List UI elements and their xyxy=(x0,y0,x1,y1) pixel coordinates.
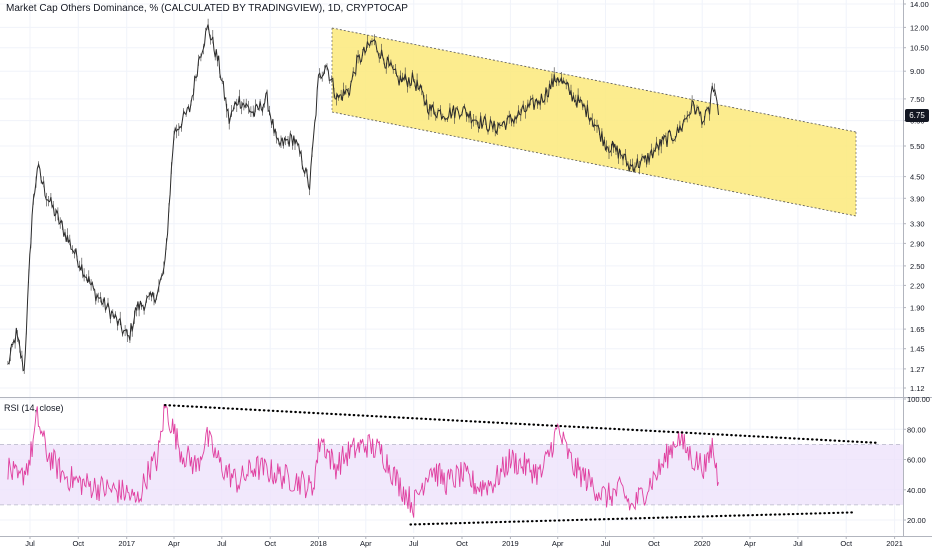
price-tick-label-7: 2.90 xyxy=(910,239,925,248)
time-tick-label-10: 2019 xyxy=(502,539,519,548)
time-tick-label-3: Apr xyxy=(168,539,180,548)
channel-lower-edge xyxy=(331,111,857,217)
rsi-line xyxy=(7,404,719,518)
price-tick-label-13: 7.50 xyxy=(910,95,925,104)
axes xyxy=(0,0,932,537)
time-tick-label-14: 2020 xyxy=(694,539,711,548)
price-tick-label-8: 3.30 xyxy=(910,220,925,229)
rsi-axis-ticks: 20.00 40.00 60.00 80.00 100.00 xyxy=(903,395,930,525)
price-tick-label-9: 3.90 xyxy=(910,194,925,203)
time-tick-label-9: Oct xyxy=(456,539,469,548)
price-tick-label-14: 9.00 xyxy=(910,67,925,76)
time-tick-label-5: Oct xyxy=(264,539,277,548)
time-tick-label-6: 2018 xyxy=(310,539,327,548)
time-tick-label-18: 2021 xyxy=(886,539,903,548)
time-tick-label-12: Jul xyxy=(601,539,611,548)
price-tick-label-1: 1.27 xyxy=(910,365,925,374)
chart-title: Market Cap Others Dominance, % (CALCULAT… xyxy=(6,3,408,14)
rsi-band-fill xyxy=(0,444,903,505)
rsi-trendline-0 xyxy=(163,404,880,444)
rsi-tick-label-1: 40.00 xyxy=(907,486,926,495)
rsi-tick-label-4: 100.00 xyxy=(907,395,930,404)
rsi-tick-label-3: 80.00 xyxy=(907,425,926,434)
rsi-series xyxy=(7,404,719,518)
time-tick-label-13: Oct xyxy=(648,539,661,548)
rsi-tick-label-0: 20.00 xyxy=(907,516,926,525)
time-tick-label-11: Apr xyxy=(552,539,564,548)
time-tick-label-0: Jul xyxy=(25,539,35,548)
time-tick-label-4: Jul xyxy=(217,539,227,548)
rsi-trendlines xyxy=(163,404,880,526)
time-tick-label-17: Oct xyxy=(840,539,853,548)
channel-fill xyxy=(332,28,856,216)
price-tick-label-0: 1.12 xyxy=(910,384,925,393)
time-tick-label-7: Apr xyxy=(360,539,372,548)
time-tick-label-8: Jul xyxy=(409,539,419,548)
price-tick-label-10: 4.50 xyxy=(910,173,925,182)
price-tick-label-16: 12.00 xyxy=(910,23,929,32)
time-tick-label-2: 2017 xyxy=(118,539,135,548)
time-axis-ticks: Jul Oct 2017 Apr Jul Oct 2018 Apr Jul Oct 2019 Apr J… xyxy=(25,536,903,548)
last-price-badge: 6.75 xyxy=(905,109,929,122)
price-tick-label-5: 2.20 xyxy=(910,281,925,290)
price-tick-label-15: 10.50 xyxy=(910,44,929,53)
rsi-band xyxy=(0,443,903,506)
price-series xyxy=(7,18,719,374)
price-tick-label-4: 1.90 xyxy=(910,304,925,313)
price-channel xyxy=(331,27,857,217)
channel-upper-edge xyxy=(331,27,857,133)
price-tick-label-3: 1.65 xyxy=(910,325,925,334)
rsi-tick-label-2: 60.00 xyxy=(907,456,926,465)
rsi-trendline-1 xyxy=(409,511,855,526)
rsi-title: RSI (14, close) xyxy=(4,403,64,413)
price-tick-label-11: 5.50 xyxy=(910,142,925,151)
time-tick-label-15: Apr xyxy=(744,539,756,548)
time-tick-label-1: Oct xyxy=(72,539,85,548)
price-tick-label-17: 14.00 xyxy=(910,0,929,9)
price-tick-label-6: 2.50 xyxy=(910,262,925,271)
price-tick-label-2: 1.45 xyxy=(910,345,925,354)
time-tick-label-16: Jul xyxy=(793,539,803,548)
